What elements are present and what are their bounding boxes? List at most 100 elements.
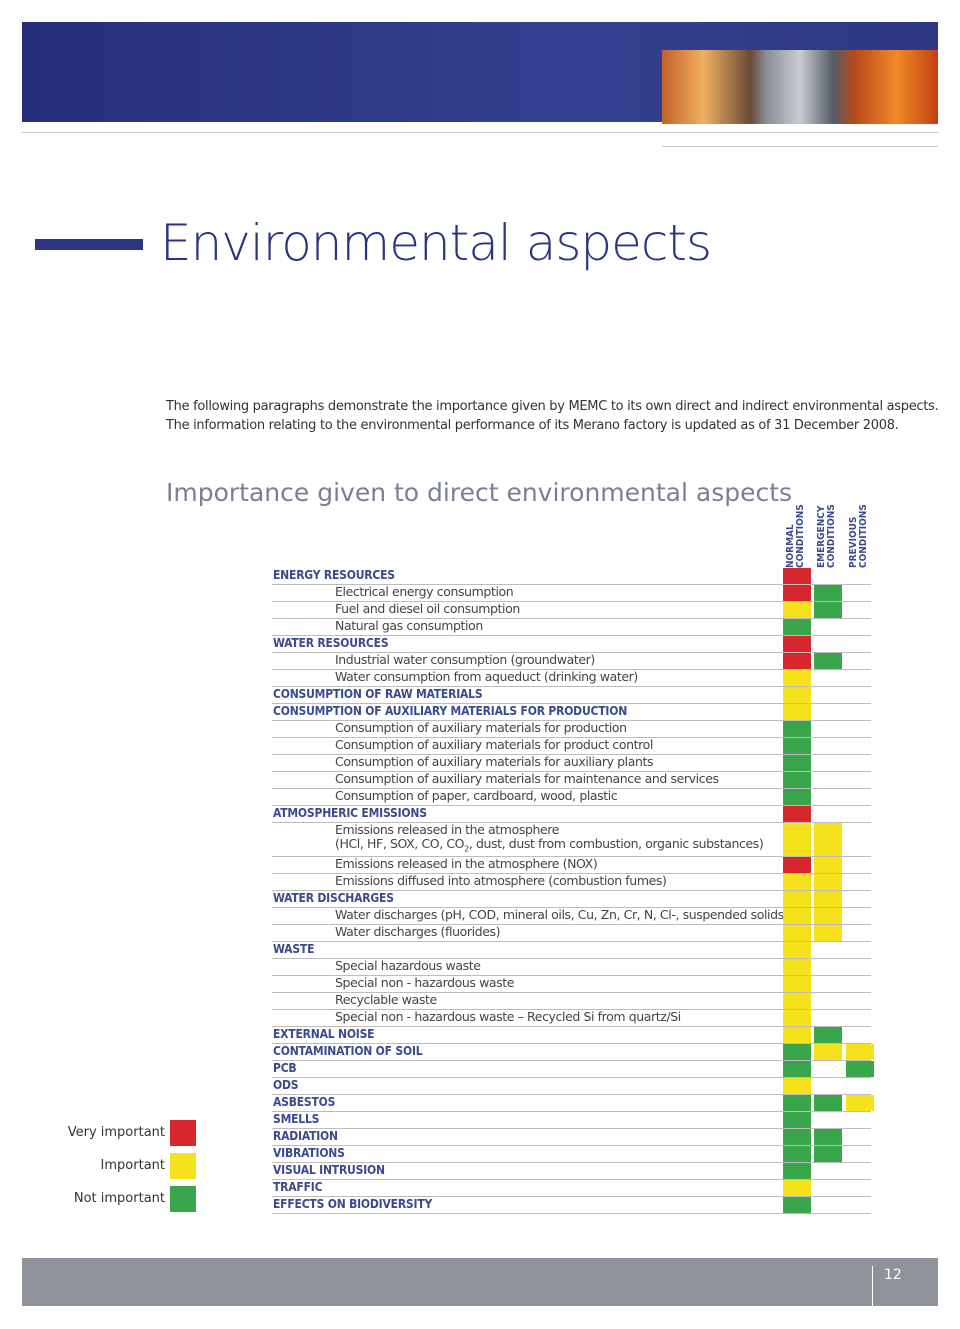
item-label: Natural gas consumption (335, 618, 483, 633)
item-label: Consumption of auxiliary materials for a… (335, 754, 654, 769)
category-label: CONSUMPTION OF AUXILIARY MATERIALS FOR P… (273, 704, 628, 718)
importance-cell (783, 1010, 811, 1026)
importance-cell (783, 585, 811, 601)
item-label: Consumption of auxiliary materials for m… (335, 771, 719, 786)
importance-cell (783, 891, 811, 907)
page-number: 12 (884, 1267, 902, 1283)
category-label: EXTERNAL NOISE (273, 1027, 375, 1041)
header-photos (662, 50, 938, 124)
importance-cell (783, 993, 811, 1009)
row-rule (272, 737, 871, 738)
importance-cell (783, 1027, 811, 1043)
item-label: Consumption of paper, cardboard, wood, p… (335, 788, 618, 803)
row-rule (272, 1162, 871, 1163)
category-label: CONSUMPTION OF RAW MATERIALS (273, 687, 483, 701)
importance-cell (814, 1095, 842, 1111)
importance-cell (783, 874, 811, 890)
row-rule (272, 703, 871, 704)
row-rule (272, 958, 871, 959)
category-label: EFFECTS ON BIODIVERSITY (273, 1197, 433, 1211)
row-rule (272, 975, 871, 976)
row-rule (272, 805, 871, 806)
row-rule (272, 1213, 871, 1214)
importance-cell (814, 585, 842, 601)
importance-cell (783, 1146, 811, 1162)
importance-cell (783, 959, 811, 975)
row-rule (272, 771, 871, 772)
importance-cell (783, 1112, 811, 1128)
category-label: ATMOSPHERIC EMISSIONS (273, 806, 427, 820)
item-label: Electrical energy consumption (335, 584, 514, 599)
row-rule (272, 1094, 871, 1095)
category-label: WATER DISCHARGES (273, 891, 394, 905)
row-rule (272, 1043, 871, 1044)
row-rule (272, 1111, 871, 1112)
row-rule (272, 1077, 871, 1078)
importance-cell (783, 806, 811, 822)
row-rule (272, 618, 871, 619)
legend-label: Not important (73, 1191, 165, 1206)
importance-cell (783, 908, 811, 924)
importance-cell (783, 670, 811, 686)
row-rule (272, 788, 871, 789)
importance-cell (783, 636, 811, 652)
category-label: PCB (273, 1061, 297, 1075)
column-header: CONDITIONS (795, 504, 806, 568)
row-rule (272, 890, 871, 891)
importance-cell (846, 1044, 874, 1060)
row-rule (272, 686, 871, 687)
category-label: VIBRATIONS (273, 1146, 345, 1160)
importance-cell (783, 704, 811, 720)
category-label: TRAFFIC (273, 1180, 323, 1194)
importance-cell (814, 891, 842, 907)
importance-cell (783, 1095, 811, 1111)
item-label: Emissions released in the atmosphere (NO… (335, 856, 598, 871)
intro-line: The following paragraphs demonstrate the… (166, 399, 939, 414)
row-rule (272, 856, 871, 857)
category-label: CONTAMINATION OF SOIL (273, 1044, 423, 1058)
item-label: Consumption of auxiliary materials for p… (335, 720, 627, 735)
legend-swatch (170, 1153, 196, 1179)
row-rule (272, 822, 871, 823)
importance-cell (783, 1061, 811, 1077)
legend-label: Important (100, 1158, 165, 1173)
item-label-line: (HCl, HF, SOX, CO, CO2, dust, dust from … (335, 836, 764, 857)
importance-cell (783, 823, 811, 856)
column-header: CONDITIONS (826, 504, 837, 568)
importance-cell (814, 1146, 842, 1162)
importance-cell (783, 1163, 811, 1179)
item-label: Consumption of auxiliary materials for p… (335, 737, 653, 752)
subscript: 2 (464, 844, 469, 854)
importance-cell (783, 925, 811, 941)
importance-cell (814, 908, 842, 924)
item-label: Water discharges (fluorides) (335, 924, 501, 939)
row-rule (272, 1026, 871, 1027)
importance-cell (783, 1197, 811, 1213)
row-rule (272, 652, 871, 653)
row-rule (272, 1060, 871, 1061)
importance-cell (846, 1095, 874, 1111)
category-label: RADIATION (273, 1129, 338, 1143)
importance-cell (783, 942, 811, 958)
importance-cell (814, 1027, 842, 1043)
importance-cell (814, 1044, 842, 1060)
table-title: Importance given to direct environmental… (166, 478, 793, 507)
importance-cell (783, 738, 811, 754)
importance-cell (814, 653, 842, 669)
text-span: (HCl, HF, SOX, CO, CO (335, 836, 465, 851)
importance-cell (783, 721, 811, 737)
importance-cell (783, 789, 811, 805)
row-rule (272, 635, 871, 636)
importance-cell (783, 619, 811, 635)
legend-label: Very important (67, 1125, 165, 1140)
item-label: Industrial water consumption (groundwate… (335, 652, 595, 667)
importance-cell (783, 1180, 811, 1196)
legend-swatch (170, 1186, 196, 1212)
row-rule (272, 1145, 871, 1146)
importance-cell (783, 1044, 811, 1060)
importance-cell (783, 602, 811, 618)
category-label: ENERGY RESOURCES (273, 568, 395, 582)
importance-cell (783, 976, 811, 992)
item-label: Emissions released in the atmosphere (335, 822, 560, 837)
